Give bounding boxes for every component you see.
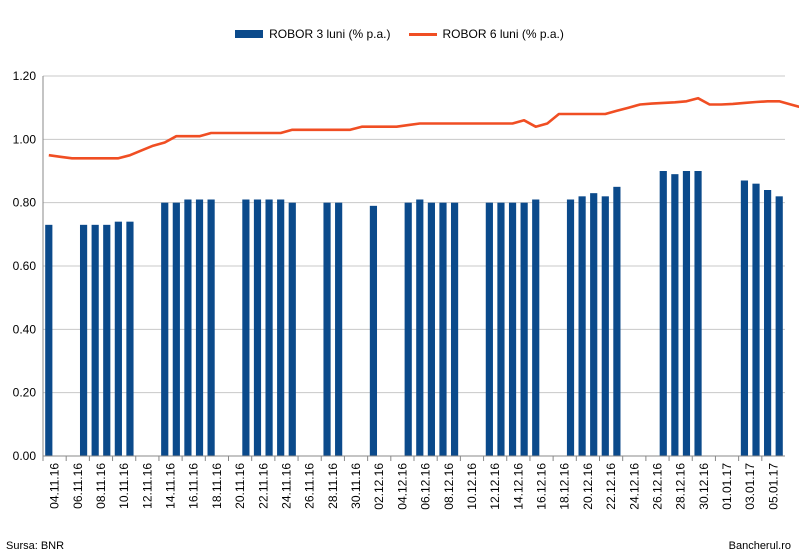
x-tick-label: 02.12.16 [372, 463, 386, 510]
line-robor-6m [48, 96, 799, 160]
x-tick-label: 22.11.16 [256, 463, 270, 509]
x-axis-tick-labels: 04.11.16 06.11.16 08.11.16 10.11.16 12.11.16… [42, 456, 780, 510]
bar-robor-3m [508, 202, 517, 456]
bar-robor-3m [671, 174, 679, 456]
bar-robor-3m [207, 199, 215, 456]
y-tick-label: 1.00 [13, 132, 37, 146]
x-tick-label: 10.11.16 [117, 463, 131, 509]
y-tick-label: 0.60 [13, 259, 37, 273]
x-tick-label: 30.12.16 [697, 463, 711, 510]
x-tick-label: 06.11.16 [71, 463, 85, 509]
bar-robor-3m [335, 202, 343, 456]
y-tick-label: 0.00 [13, 449, 37, 463]
x-tick-label: 14.12.16 [511, 463, 525, 510]
brand-watermark: Bancherul.ro [728, 540, 791, 552]
bar-robor-3m [613, 186, 621, 457]
y-tick-label: 0.40 [13, 322, 37, 336]
bar-robor-3m [439, 202, 447, 456]
bar-robor-3m [265, 199, 273, 456]
x-tick-label: 20.11.16 [233, 463, 247, 509]
legend-item-robor-6m: ROBOR 6 luni (% p.a.) [408, 27, 564, 41]
bar-robor-3m [114, 221, 122, 456]
x-tick-label: 18.11.16 [210, 463, 224, 509]
bar-robor-3m [416, 199, 424, 456]
bar-robor-3m [172, 202, 180, 456]
legend: ROBOR 3 luni (% p.a.) ROBOR 6 luni (% p.… [0, 23, 799, 45]
bar-robor-3m [659, 171, 667, 456]
x-tick-label: 22.12.16 [604, 463, 618, 510]
bar-robor-3m [126, 221, 134, 456]
bar-robor-3m [242, 199, 250, 456]
x-tick-label: 24.12.16 [627, 463, 641, 510]
x-tick-label: 16.12.16 [535, 463, 549, 510]
bar-robor-3m [369, 205, 378, 456]
robor-3m-bars [45, 171, 783, 457]
bar-robor-3m [184, 199, 192, 456]
robor-6m-line-group [48, 96, 799, 160]
bar-robor-3m [752, 183, 760, 456]
x-tick-label: 01.01.17 [720, 463, 734, 510]
bar-robor-3m [590, 193, 598, 456]
bar-robor-3m [323, 202, 331, 456]
legend-item-robor-3m: ROBOR 3 luni (% p.a.) [235, 27, 391, 41]
bar-robor-3m [532, 199, 540, 456]
x-tick-label: 28.11.16 [326, 463, 340, 509]
bar-robor-3m [450, 202, 459, 456]
bar-robor-3m [253, 199, 262, 456]
x-tick-label: 04.11.16 [48, 463, 62, 509]
bar-robor-3m [694, 171, 702, 456]
x-tick-label: 10.12.16 [465, 463, 479, 510]
x-tick-label: 16.11.16 [187, 463, 201, 509]
x-tick-label: 03.01.17 [743, 463, 757, 510]
y-tick-label: 0.20 [13, 386, 37, 400]
legend-swatch-bar [235, 30, 264, 38]
bar-robor-3m [578, 196, 586, 457]
x-tick-label: 08.12.16 [442, 463, 456, 510]
x-tick-label: 08.11.16 [94, 463, 108, 509]
y-tick-label: 0.80 [13, 196, 37, 210]
bar-robor-3m [740, 180, 749, 456]
x-tick-label: 18.12.16 [558, 463, 572, 510]
source-note: Sursa: BNR [6, 540, 65, 552]
bar-robor-3m [775, 196, 783, 457]
x-tick-label: 05.01.17 [766, 463, 780, 510]
bar-robor-3m [566, 199, 575, 456]
x-tick-label: 06.12.16 [419, 463, 433, 510]
legend-label-robor-3m: ROBOR 3 luni (% p.a.) [269, 27, 391, 41]
bar-robor-3m [277, 199, 285, 456]
bar-robor-3m [103, 224, 111, 456]
x-tick-label: 26.11.16 [303, 463, 317, 509]
bar-robor-3m [764, 190, 772, 456]
x-tick-label: 28.12.16 [674, 463, 688, 510]
x-tick-label: 20.12.16 [581, 463, 595, 510]
bar-robor-3m [520, 202, 528, 456]
legend-label-robor-6m: ROBOR 6 luni (% p.a.) [442, 27, 564, 41]
x-tick-label: 26.12.16 [650, 463, 664, 510]
x-tick-label: 24.11.16 [279, 463, 293, 509]
bar-robor-3m [404, 202, 412, 456]
bar-robor-3m [288, 202, 296, 456]
legend-swatch-line [408, 32, 437, 36]
bar-robor-3m [195, 199, 204, 456]
x-tick-label: 12.12.16 [488, 463, 502, 510]
bar-robor-3m [79, 224, 88, 456]
bar-robor-3m [497, 202, 505, 456]
bar-robor-3m [601, 196, 609, 457]
y-axis-tick-labels: 0.00 0.20 0.40 0.60 0.80 1.00 1.20 [13, 69, 37, 463]
x-tick-label: 12.11.16 [140, 463, 154, 509]
bar-robor-3m [427, 202, 435, 456]
x-tick-label: 04.12.16 [395, 463, 409, 510]
bar-robor-3m [682, 171, 691, 456]
bar-robor-3m [485, 202, 493, 456]
bar-robor-3m [45, 224, 53, 456]
bar-robor-3m [91, 224, 99, 456]
y-tick-label: 1.20 [13, 69, 37, 83]
bar-robor-3m [161, 202, 169, 456]
x-tick-label: 14.11.16 [164, 463, 178, 509]
x-tick-label: 30.11.16 [349, 463, 363, 509]
